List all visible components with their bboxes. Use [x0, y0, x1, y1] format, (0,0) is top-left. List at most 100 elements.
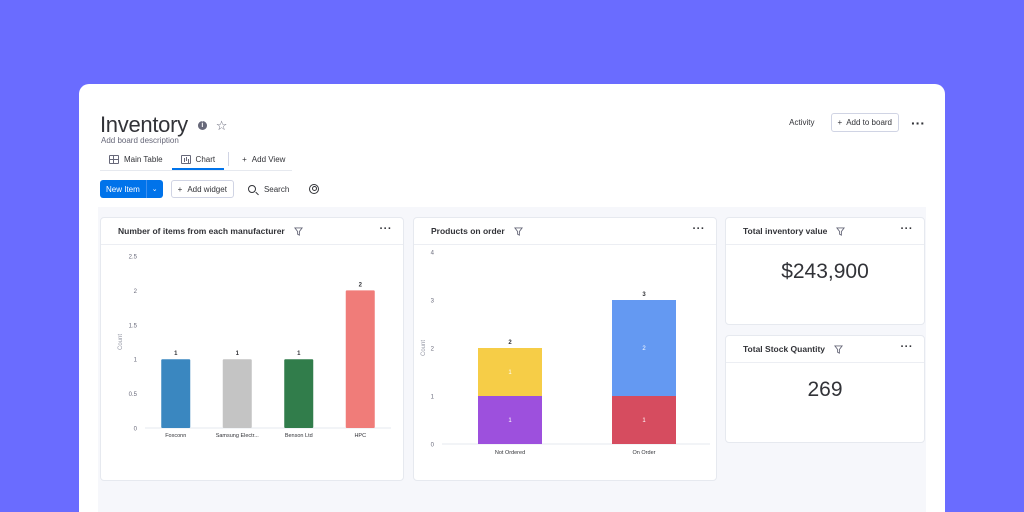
y-tick-label: 0 [431, 443, 435, 449]
filter-icon[interactable] [513, 226, 523, 236]
new-item-button[interactable]: New Item ⌄ [100, 180, 163, 198]
y-tick-label: 0 [134, 427, 138, 433]
stack-segment [612, 396, 676, 444]
search-label: Search [263, 184, 290, 194]
chart-icon [180, 154, 191, 164]
y-tick-label: 1.5 [129, 323, 138, 329]
widget-title-row: Products on order [431, 226, 523, 236]
widget-title: Total inventory value [743, 226, 828, 236]
info-icon[interactable]: i [197, 120, 207, 130]
widget-header: Total Stock Quantity ··· [726, 336, 924, 363]
widget-header: Number of items from each manufacturer ·… [101, 218, 403, 245]
more-options-icon[interactable]: ··· [911, 114, 925, 131]
y-tick-label: 3 [431, 299, 435, 305]
filter-icon[interactable] [834, 344, 844, 354]
bar [284, 359, 314, 428]
segment-label: 1 [642, 418, 646, 424]
widget-menu-icon[interactable]: ··· [900, 341, 913, 353]
search-icon [247, 185, 256, 193]
tabs-divider-line [100, 170, 292, 171]
inventory-value-widget: Total inventory value ··· $243,900 [725, 217, 925, 325]
tab-main-table-label: Main Table [124, 154, 163, 164]
y-tick-label: 2.5 [129, 255, 138, 261]
tab-add-view[interactable]: + Add View [233, 148, 294, 170]
board-description[interactable]: Add board description [101, 136, 179, 145]
orders-stacked-chart: 0 1 2 3 4 Count 1 1 2 Not Ordered 1 2 3 On Order [421, 251, 710, 456]
stack-segment [478, 396, 542, 444]
segment-label: 1 [508, 370, 512, 376]
widget-header: Total inventory value ··· [726, 218, 924, 245]
filter-icon[interactable] [293, 226, 303, 236]
data-label: 1 [174, 351, 178, 357]
data-label: 1 [297, 351, 301, 357]
stack-segment [478, 348, 542, 396]
stack-segment [612, 300, 676, 396]
y-tick-label: 1 [134, 358, 138, 364]
tab-add-view-label: Add View [251, 154, 286, 164]
board-toolbar: New Item ⌄ + Add widget Search [100, 180, 320, 198]
add-widget-button[interactable]: + Add widget [170, 180, 234, 198]
y-axis-label: Count [421, 340, 427, 356]
table-icon [109, 154, 119, 164]
widget-title: Total Stock Quantity [743, 344, 826, 354]
stock-quantity-widget: Total Stock Quantity ··· 269 [725, 335, 925, 443]
star-icon[interactable]: ☆ [215, 117, 228, 133]
y-axis-label: Count [118, 334, 124, 350]
person-filter-icon[interactable] [309, 184, 320, 194]
y-tick-label: 0.5 [129, 392, 138, 398]
board-window: Inventory i ☆ Add board description Acti… [79, 84, 945, 512]
manufacturer-bar-chart: 0 0.5 1 1.5 2 2.5 Count 1 Foxconn 1 Samsung Electr… [118, 255, 391, 439]
total-label: 2 [508, 340, 512, 346]
tab-main-table[interactable]: Main Table [100, 148, 172, 170]
add-to-board-label: Add to board [846, 118, 892, 127]
plus-icon: + [177, 184, 183, 194]
x-tick-label: Samsung Electr... [216, 433, 260, 439]
view-tabs: Main Table Chart + Add View [100, 148, 294, 170]
activity-button[interactable]: Activity [789, 118, 815, 127]
manufacturer-chart-widget: Number of items from each manufacturer ·… [100, 217, 404, 481]
widget-title-row: Total inventory value [743, 226, 846, 236]
tab-divider [228, 152, 230, 166]
y-tick-label: 2 [431, 347, 435, 353]
x-tick-label: Foxconn [165, 433, 186, 439]
widget-title: Products on order [431, 226, 505, 236]
widget-menu-icon[interactable]: ··· [900, 223, 913, 235]
add-to-board-button[interactable]: + Add to board [830, 113, 899, 132]
data-label: 2 [359, 282, 363, 288]
widget-title: Number of items from each manufacturer [118, 226, 285, 236]
x-tick-label: Not Ordered [495, 450, 525, 456]
widget-title-row: Total Stock Quantity [743, 344, 844, 354]
y-tick-label: 1 [431, 395, 435, 401]
widget-header: Products on order ··· [414, 218, 716, 245]
segment-label: 1 [508, 418, 512, 424]
plus-icon: + [837, 118, 843, 127]
new-item-label: New Item [106, 184, 140, 194]
bar [222, 359, 252, 428]
tab-chart[interactable]: Chart [171, 148, 225, 170]
plus-icon: + [242, 154, 247, 164]
segment-label: 2 [642, 346, 646, 352]
add-widget-label: Add widget [187, 184, 227, 194]
widget-menu-icon[interactable]: ··· [692, 223, 705, 235]
data-label: 1 [236, 351, 240, 357]
bar [345, 290, 375, 428]
board-title[interactable]: Inventory [100, 112, 188, 137]
inventory-value-number: $243,900 [781, 260, 869, 283]
x-tick-label: On Order [633, 450, 656, 456]
y-tick-label: 4 [431, 251, 435, 257]
header-actions: Activity + Add to board ··· [783, 113, 925, 132]
search-button[interactable]: Search [242, 180, 295, 198]
total-label: 3 [642, 292, 646, 298]
orders-chart-widget: Products on order ··· 0 1 2 3 4 Count 1 1 2 Not O… [413, 217, 717, 481]
filter-icon[interactable] [836, 226, 846, 236]
y-tick-label: 2 [134, 289, 138, 295]
stock-quantity-number: 269 [807, 378, 843, 401]
x-tick-label: Benson Ltd [285, 433, 313, 439]
dashboard-area: Number of items from each manufacturer ·… [98, 207, 926, 512]
chevron-down-icon[interactable]: ⌄ [145, 180, 163, 198]
tab-chart-label: Chart [195, 154, 216, 164]
bar [161, 359, 191, 428]
x-tick-label: HPC [354, 433, 366, 439]
widget-menu-icon[interactable]: ··· [379, 223, 392, 235]
board-title-row: Inventory i ☆ [100, 112, 227, 138]
